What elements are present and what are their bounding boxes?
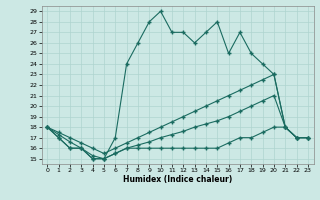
X-axis label: Humidex (Indice chaleur): Humidex (Indice chaleur) — [123, 175, 232, 184]
